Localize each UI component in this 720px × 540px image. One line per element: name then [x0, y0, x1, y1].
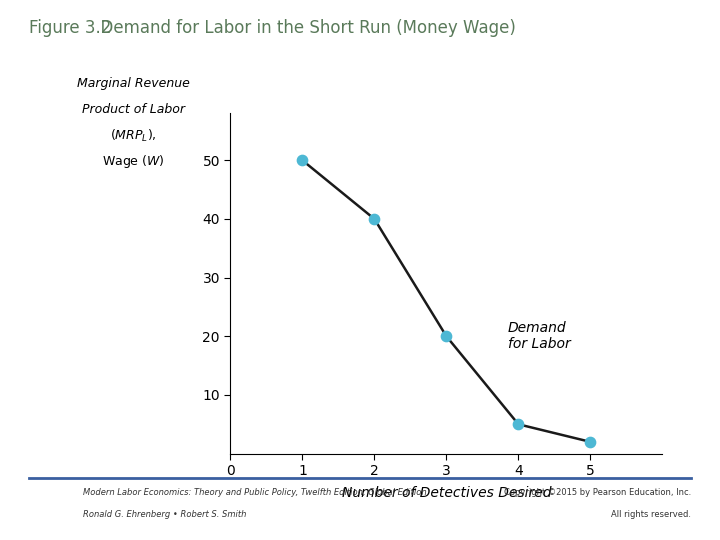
- Text: Demand for Labor in the Short Run (Money Wage): Demand for Labor in the Short Run (Money…: [90, 19, 516, 37]
- Text: Copyright ©2015 by Pearson Education, Inc.: Copyright ©2015 by Pearson Education, In…: [504, 488, 691, 497]
- Text: ($\mathit{MRP}_{L}$),: ($\mathit{MRP}_{L}$),: [110, 127, 156, 144]
- Text: PEARSON: PEARSON: [33, 503, 68, 508]
- Text: Product of Labor: Product of Labor: [81, 103, 185, 116]
- Text: Demand
for Labor: Demand for Labor: [508, 321, 570, 352]
- Point: [513, 420, 524, 429]
- Text: Wage ($\mathit{W}$): Wage ($\mathit{W}$): [102, 153, 165, 170]
- X-axis label: Number of Detectives Desired: Number of Detectives Desired: [342, 487, 551, 501]
- Point: [297, 156, 308, 165]
- Text: Modern Labor Economics: Theory and Public Policy, Twelfth Edition, Global Editio: Modern Labor Economics: Theory and Publi…: [83, 488, 426, 497]
- Point: [441, 332, 452, 341]
- Point: [585, 437, 596, 446]
- Text: All rights reserved.: All rights reserved.: [611, 510, 691, 518]
- Text: Marginal Revenue: Marginal Revenue: [77, 77, 189, 90]
- Text: Ronald G. Ehrenberg • Robert S. Smith: Ronald G. Ehrenberg • Robert S. Smith: [83, 510, 246, 518]
- Point: [369, 215, 380, 224]
- Text: Figure 3.2: Figure 3.2: [29, 19, 111, 37]
